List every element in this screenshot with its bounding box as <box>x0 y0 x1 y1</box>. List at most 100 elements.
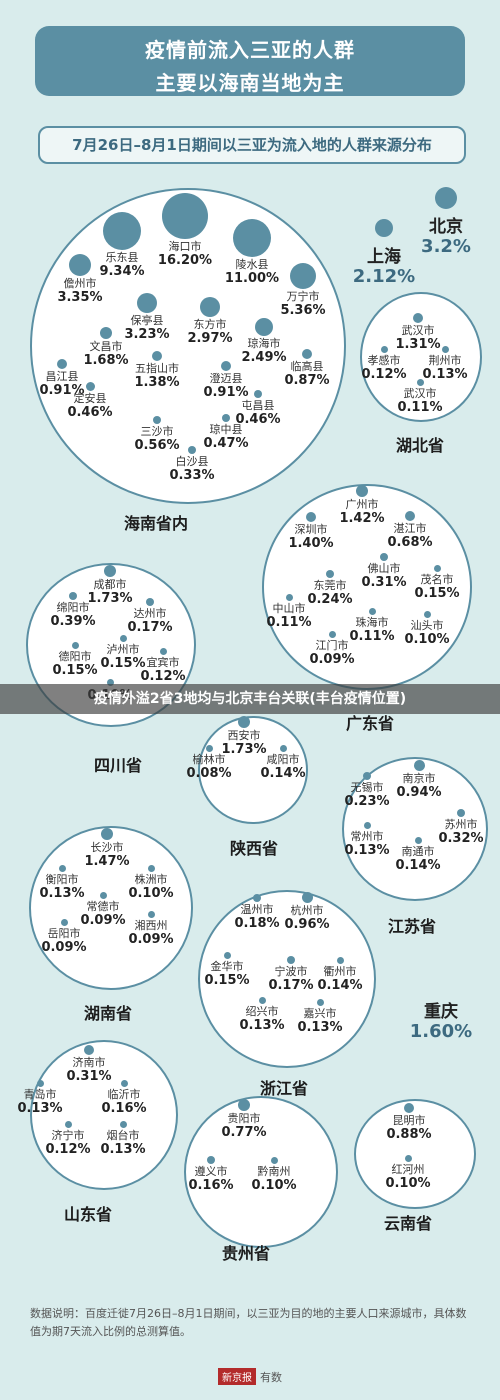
city-name: 济南市 <box>72 1056 106 1069</box>
city-bubble <box>416 378 424 386</box>
city-bubble <box>57 359 67 369</box>
standalone-city-name: 北京 <box>429 217 463 237</box>
city-bubble <box>287 956 295 964</box>
province-label: 浙江省 <box>259 1079 309 1098</box>
city-percent: 0.13% <box>422 366 468 382</box>
city-percent: 0.13% <box>39 885 85 901</box>
city-bubble <box>279 744 287 752</box>
city-percent: 16.20% <box>157 253 213 268</box>
city-name: 五指山市 <box>135 362 179 375</box>
city-percent: 0.31% <box>66 1069 112 1084</box>
city-name: 常德市 <box>86 899 120 913</box>
city-name: 贵阳市 <box>227 1112 261 1125</box>
province-circle <box>30 1040 178 1190</box>
city-name: 荆州市 <box>428 353 462 367</box>
city-name: 茂名市 <box>420 572 454 586</box>
city-percent: 0.10% <box>404 631 450 647</box>
city-name: 万宁市 <box>286 290 320 303</box>
city-bubble <box>380 553 388 561</box>
city-percent: 0.23% <box>344 794 390 809</box>
city-name: 临沂市 <box>107 1087 141 1101</box>
city-bubble <box>60 918 68 926</box>
city-name: 保亭县 <box>130 314 164 327</box>
city-percent: 0.91% <box>39 383 85 398</box>
city-bubble <box>58 864 66 872</box>
city-percent: 1.42% <box>339 511 385 526</box>
city-bubble <box>414 836 422 844</box>
province-circle <box>198 890 376 1068</box>
city-percent: 0.11% <box>266 614 312 630</box>
city-percent: 0.09% <box>309 651 355 667</box>
city-name: 陵水县 <box>235 258 269 271</box>
city-name: 武汉市 <box>403 386 437 400</box>
city-percent: 0.10% <box>251 1177 297 1193</box>
city-name: 昆明市 <box>392 1114 426 1127</box>
city-percent: 0.10% <box>385 1175 431 1191</box>
province-label: 云南省 <box>383 1214 433 1233</box>
city-percent: 0.13% <box>100 1141 146 1157</box>
city-name: 衡阳市 <box>45 872 79 886</box>
city-percent: 0.94% <box>396 784 442 800</box>
city-bubble <box>255 318 273 336</box>
city-name: 青岛市 <box>23 1087 57 1101</box>
city-bubble <box>207 1156 215 1164</box>
city-name: 汕头市 <box>410 618 444 632</box>
city-bubble <box>404 1154 412 1162</box>
city-percent: 0.47% <box>203 436 249 451</box>
city-name: 珠海市 <box>355 615 389 629</box>
footer-badge: 新京报 <box>218 1368 256 1385</box>
city-bubble <box>290 263 316 289</box>
city-bubble <box>435 187 457 209</box>
city-percent: 11.00% <box>224 271 280 286</box>
city-name: 杭州市 <box>290 903 324 917</box>
city-percent: 0.14% <box>317 977 363 993</box>
city-percent: 0.96% <box>284 916 330 932</box>
province-label: 贵州省 <box>221 1244 271 1263</box>
city-bubble <box>363 821 371 829</box>
city-bubble <box>100 327 112 339</box>
city-bubble <box>71 641 79 649</box>
city-bubble <box>152 351 162 361</box>
city-percent: 1.40% <box>288 536 334 551</box>
city-bubble <box>306 512 316 522</box>
city-bubble <box>405 511 415 521</box>
subtitle: 7月26日–8月1日期间以三亚为流入地的人群来源分布 <box>38 126 466 164</box>
city-percent: 0.39% <box>50 614 96 629</box>
city-name: 达州市 <box>133 607 167 620</box>
city-percent: 0.24% <box>307 592 353 607</box>
city-bubble <box>254 390 262 398</box>
city-name: 苏州市 <box>444 818 478 831</box>
city-name: 温州市 <box>240 903 274 916</box>
city-name: 湘西州 <box>134 918 168 932</box>
city-bubble <box>103 212 141 250</box>
city-percent: 0.31% <box>361 575 407 590</box>
city-percent: 0.09% <box>80 912 126 928</box>
city-percent: 0.32% <box>438 831 484 846</box>
city-bubble <box>101 828 113 840</box>
city-name: 金华市 <box>210 959 244 973</box>
city-percent: 3.35% <box>57 290 103 305</box>
province-label: 四川省 <box>93 756 143 775</box>
province-label: 山东省 <box>63 1205 113 1224</box>
city-bubble <box>258 996 266 1004</box>
city-percent: 9.34% <box>99 264 145 279</box>
city-percent: 1.31% <box>395 337 441 352</box>
city-bubble <box>104 565 116 577</box>
city-percent: 0.87% <box>284 373 330 388</box>
city-bubble <box>326 570 334 578</box>
city-name: 江门市 <box>315 638 349 652</box>
city-percent: 0.91% <box>203 385 249 400</box>
standalone-city-percent: 1.60% <box>409 1021 473 1042</box>
city-bubble <box>85 381 95 391</box>
city-bubble <box>120 1079 128 1087</box>
city-name: 宁波市 <box>274 965 308 978</box>
city-percent: 0.13% <box>297 1019 343 1035</box>
overlay-banner: 疫情外溢2省3地均与北京丰台关联(丰台疫情位置) <box>0 684 500 714</box>
city-bubble <box>84 1045 94 1055</box>
city-name: 三沙市 <box>140 425 174 438</box>
city-bubble <box>69 254 91 276</box>
city-name: 东莞市 <box>313 579 347 592</box>
city-bubble <box>162 193 208 239</box>
city-percent: 0.14% <box>395 857 441 873</box>
city-name: 宜宾市 <box>146 655 180 669</box>
